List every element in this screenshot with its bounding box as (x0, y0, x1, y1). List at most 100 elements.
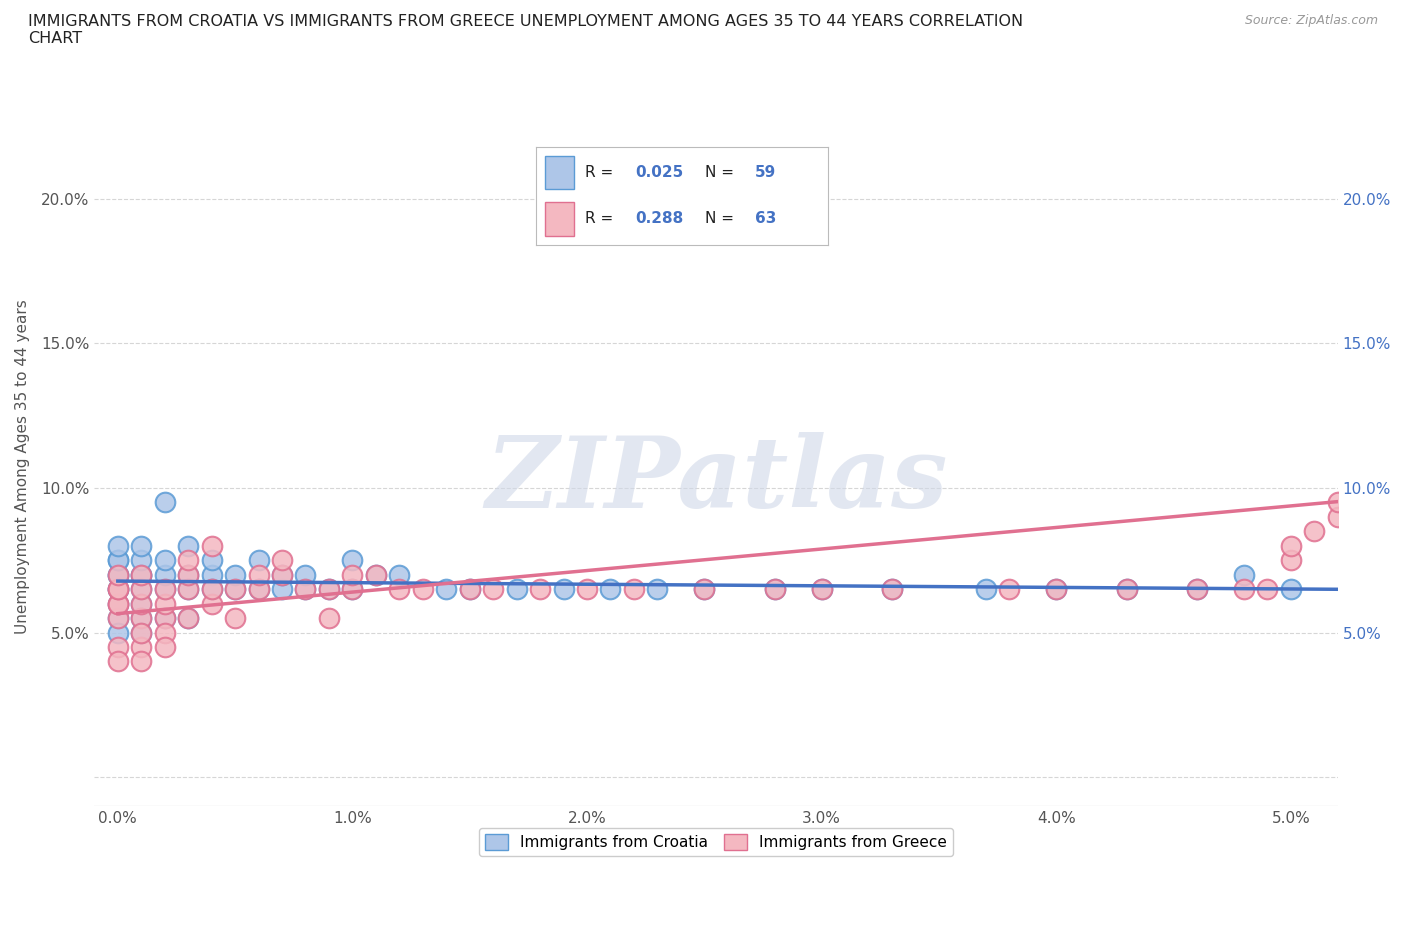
Point (1115, 581, 1137, 596)
Point (153, 567, 176, 582)
Point (529, 581, 551, 596)
Point (129, 640, 152, 655)
Point (107, 654, 129, 669)
Point (1256, 581, 1278, 596)
Point (153, 596, 176, 611)
Point (153, 625, 176, 640)
Point (129, 596, 152, 611)
Point (201, 538, 224, 553)
Point (107, 581, 129, 596)
Point (412, 581, 434, 596)
Point (810, 581, 832, 596)
Point (153, 640, 176, 655)
Point (129, 567, 152, 582)
Point (107, 581, 129, 596)
Point (505, 581, 527, 596)
Point (201, 567, 224, 582)
Point (1185, 581, 1208, 596)
Point (271, 581, 294, 596)
Point (1233, 567, 1256, 582)
Point (294, 567, 316, 582)
Point (271, 567, 294, 582)
Point (763, 581, 786, 596)
Point (107, 596, 129, 611)
Point (693, 581, 716, 596)
Point (576, 581, 599, 596)
Point (177, 611, 200, 626)
Point (177, 538, 200, 553)
Point (247, 581, 270, 596)
Text: IMMIGRANTS FROM CROATIA VS IMMIGRANTS FROM GREECE UNEMPLOYMENT AMONG AGES 35 TO : IMMIGRANTS FROM CROATIA VS IMMIGRANTS FR… (28, 14, 1024, 46)
Point (107, 567, 129, 582)
Point (177, 581, 200, 596)
Point (1045, 581, 1067, 596)
Point (107, 611, 129, 626)
Point (763, 581, 786, 596)
Point (107, 596, 129, 611)
Text: Source: ZipAtlas.com: Source: ZipAtlas.com (1244, 14, 1378, 27)
Point (247, 567, 270, 582)
Point (107, 567, 129, 582)
Y-axis label: Unemployment Among Ages 35 to 44 years: Unemployment Among Ages 35 to 44 years (15, 299, 30, 633)
Legend: Immigrants from Croatia, Immigrants from Greece: Immigrants from Croatia, Immigrants from… (479, 828, 953, 857)
Point (1279, 581, 1302, 596)
Point (364, 567, 387, 582)
Point (1233, 581, 1256, 596)
Point (1326, 510, 1348, 525)
Point (129, 581, 152, 596)
Point (153, 495, 176, 510)
Point (107, 552, 129, 567)
Point (224, 581, 246, 596)
Point (974, 581, 997, 596)
Point (1350, 206, 1372, 220)
Point (107, 538, 129, 553)
Point (129, 581, 152, 596)
Point (107, 581, 129, 596)
Point (129, 567, 152, 582)
Point (271, 552, 294, 567)
Point (201, 581, 224, 596)
Point (224, 611, 246, 626)
Point (107, 567, 129, 582)
Point (153, 552, 176, 567)
Point (107, 581, 129, 596)
Point (1279, 538, 1302, 553)
Point (294, 581, 316, 596)
Point (342, 552, 364, 567)
Point (388, 581, 411, 596)
Point (129, 552, 152, 567)
Point (153, 611, 176, 626)
Point (318, 581, 340, 596)
Point (458, 581, 481, 596)
Point (364, 567, 387, 582)
Point (177, 552, 200, 567)
Point (1045, 581, 1067, 596)
Point (201, 596, 224, 611)
Point (458, 581, 481, 596)
Point (129, 611, 152, 626)
Point (880, 581, 903, 596)
Point (342, 567, 364, 582)
Point (201, 581, 224, 596)
Point (1185, 581, 1208, 596)
Point (107, 596, 129, 611)
Point (318, 581, 340, 596)
Point (247, 552, 270, 567)
Point (129, 654, 152, 669)
Point (247, 581, 270, 596)
Point (107, 611, 129, 626)
Point (224, 567, 246, 582)
Point (129, 611, 152, 626)
Point (342, 581, 364, 596)
Point (107, 552, 129, 567)
Point (129, 567, 152, 582)
Point (810, 581, 832, 596)
Point (693, 581, 716, 596)
Point (129, 596, 152, 611)
Point (434, 581, 457, 596)
Point (177, 581, 200, 596)
Point (553, 581, 575, 596)
Point (599, 581, 621, 596)
Point (129, 625, 152, 640)
Point (1303, 524, 1326, 538)
